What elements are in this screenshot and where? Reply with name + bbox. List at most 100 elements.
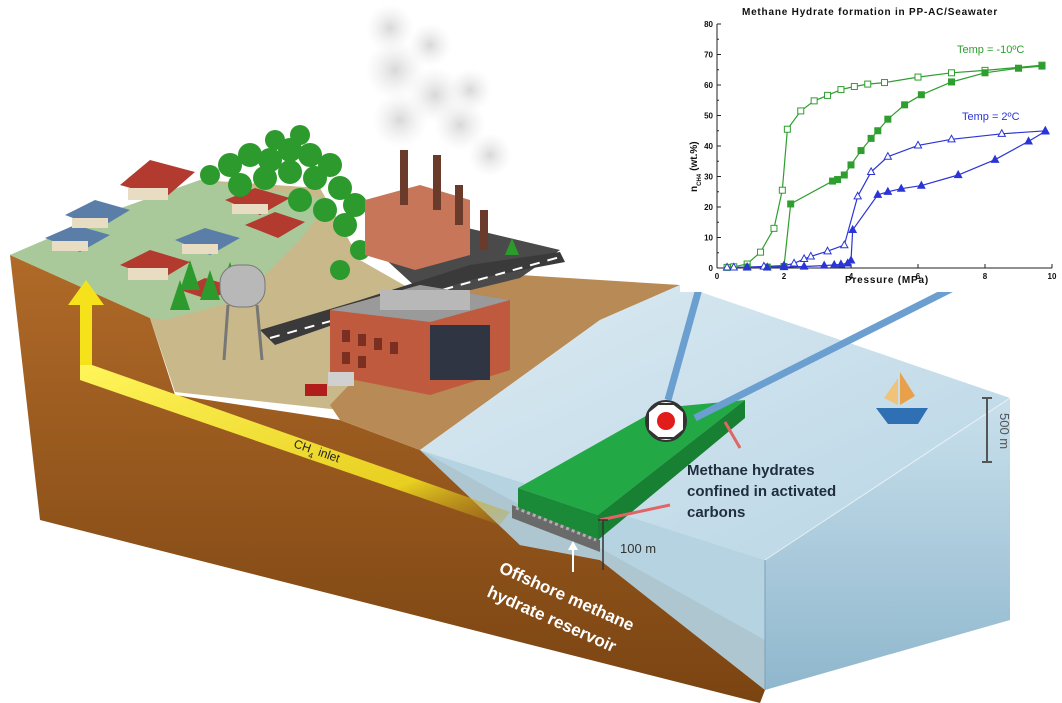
hydrate-slab [512, 400, 745, 552]
data-point-triangle [829, 259, 839, 269]
data-point-square [901, 101, 909, 109]
data-point-triangle [866, 166, 876, 176]
pointer-line-left [664, 284, 704, 401]
y-tick-label: 50 [704, 112, 713, 121]
data-point-square [837, 86, 845, 94]
data-point-square [797, 107, 805, 115]
x-tick-label: 2 [782, 272, 787, 281]
data-point-triangle [913, 140, 923, 149]
sea-front-face [420, 450, 765, 690]
data-point-triangle [947, 134, 956, 143]
hydrate-formation-chart: Methane Hydrate formation in PP-AC/Seawa… [680, 0, 1062, 292]
data-point-triangle [853, 191, 863, 200]
data-point-triangle [799, 261, 809, 270]
series-line-1 [747, 65, 1043, 268]
y-tick-label: 70 [704, 51, 713, 60]
data-point-square [1015, 64, 1022, 72]
data-point-triangle [873, 189, 883, 198]
data-point-square [834, 176, 842, 184]
data-point-square [914, 73, 922, 81]
y-tick-label: 20 [704, 203, 713, 212]
depth-500-label: 500 m [997, 413, 1012, 449]
data-point-square [881, 79, 888, 87]
data-point-triangle [953, 169, 963, 179]
hydrate-slab-side [598, 400, 745, 540]
data-point-square [948, 69, 955, 77]
smoke [365, 4, 512, 177]
data-point-triangle [883, 151, 893, 160]
confined-label-line3: carbons [687, 504, 745, 521]
callout-line-slab [599, 503, 671, 522]
data-point-square [840, 171, 848, 179]
chart-title: Methane Hydrate formation in PP-AC/Seawa… [742, 7, 998, 18]
depth-bar-100 [598, 519, 608, 570]
y-tick-label: 40 [704, 142, 713, 151]
data-point-square [757, 248, 765, 256]
depth-100-label: 100 m [620, 541, 656, 556]
data-point-square [783, 125, 791, 133]
y-tick-label: 80 [704, 20, 713, 29]
data-point-square [810, 97, 818, 105]
data-point-square [787, 200, 795, 208]
data-point-square [847, 161, 855, 169]
data-point-triangle [997, 128, 1007, 137]
data-point-triangle [846, 255, 856, 264]
x-tick-label: 10 [1048, 272, 1057, 281]
y-tick-label: 30 [704, 173, 713, 182]
callout-line-cage [723, 421, 742, 449]
chart-background [680, 0, 1062, 292]
confined-hydrates-label: Methane hydrates confined in activated c… [687, 462, 836, 521]
data-point-triangle [883, 186, 893, 195]
data-point-triangle [779, 262, 789, 271]
chart-x-axis-label: Pressure (MPa) [845, 275, 929, 286]
y-tick-label: 60 [704, 81, 713, 90]
data-point-square [981, 69, 989, 77]
data-point-square [917, 91, 925, 99]
data-point-square [857, 147, 865, 155]
data-point-triangle [762, 262, 772, 271]
data-point-square [867, 134, 875, 142]
data-point-triangle [722, 262, 732, 271]
x-tick-label: 4 [849, 272, 854, 281]
x-tick-label: 6 [916, 272, 921, 281]
hydrate-slab-front [518, 488, 598, 540]
forest [170, 125, 519, 310]
data-point-triangle [896, 183, 906, 192]
data-point-triangle [806, 251, 816, 260]
ch4-inlet-label: CH4 inlet [291, 437, 343, 470]
data-point-square [778, 186, 786, 194]
y-tick-label: 10 [704, 234, 713, 243]
confined-label-line1: Methane hydrates [687, 462, 815, 479]
data-point-triangle [1024, 136, 1033, 145]
reservoir-arrow-icon [568, 541, 578, 572]
data-point-square [850, 83, 858, 91]
confined-label-line2: confined in activated [687, 483, 836, 500]
chart-y-axis-label: nCH4(wt.%) [689, 141, 703, 192]
water-tower [219, 264, 266, 361]
data-point-square [770, 224, 778, 232]
sailboat-icon [876, 372, 928, 424]
chart-pointers [664, 278, 967, 422]
pointer-line-right [693, 278, 967, 422]
ch4-inlet-arrow [68, 280, 510, 525]
data-point-triangle [742, 262, 752, 271]
data-point-triangle [848, 224, 858, 233]
data-point-square [824, 91, 832, 99]
data-point-triangle [839, 240, 849, 249]
hydrate-slab-top [518, 400, 745, 515]
data-point-square [1038, 62, 1046, 70]
legend-temp-cold: Temp = -10ºC [957, 44, 1024, 56]
data-point-triangle [990, 154, 1000, 163]
sea-side-face [765, 398, 1010, 690]
hydrate-cage-icon [645, 400, 687, 442]
data-point-square [884, 115, 892, 123]
chart-axes [716, 23, 1053, 269]
data-point-triangle [823, 246, 832, 255]
chart-series-markers [722, 61, 1050, 271]
data-point-triangle [1040, 126, 1050, 135]
data-point-square [948, 78, 955, 86]
chart-axis-labels: 0 10 20 30 40 50 60 70 80 0 2 4 6 8 10 [704, 20, 1057, 281]
data-point-triangle [789, 258, 799, 267]
